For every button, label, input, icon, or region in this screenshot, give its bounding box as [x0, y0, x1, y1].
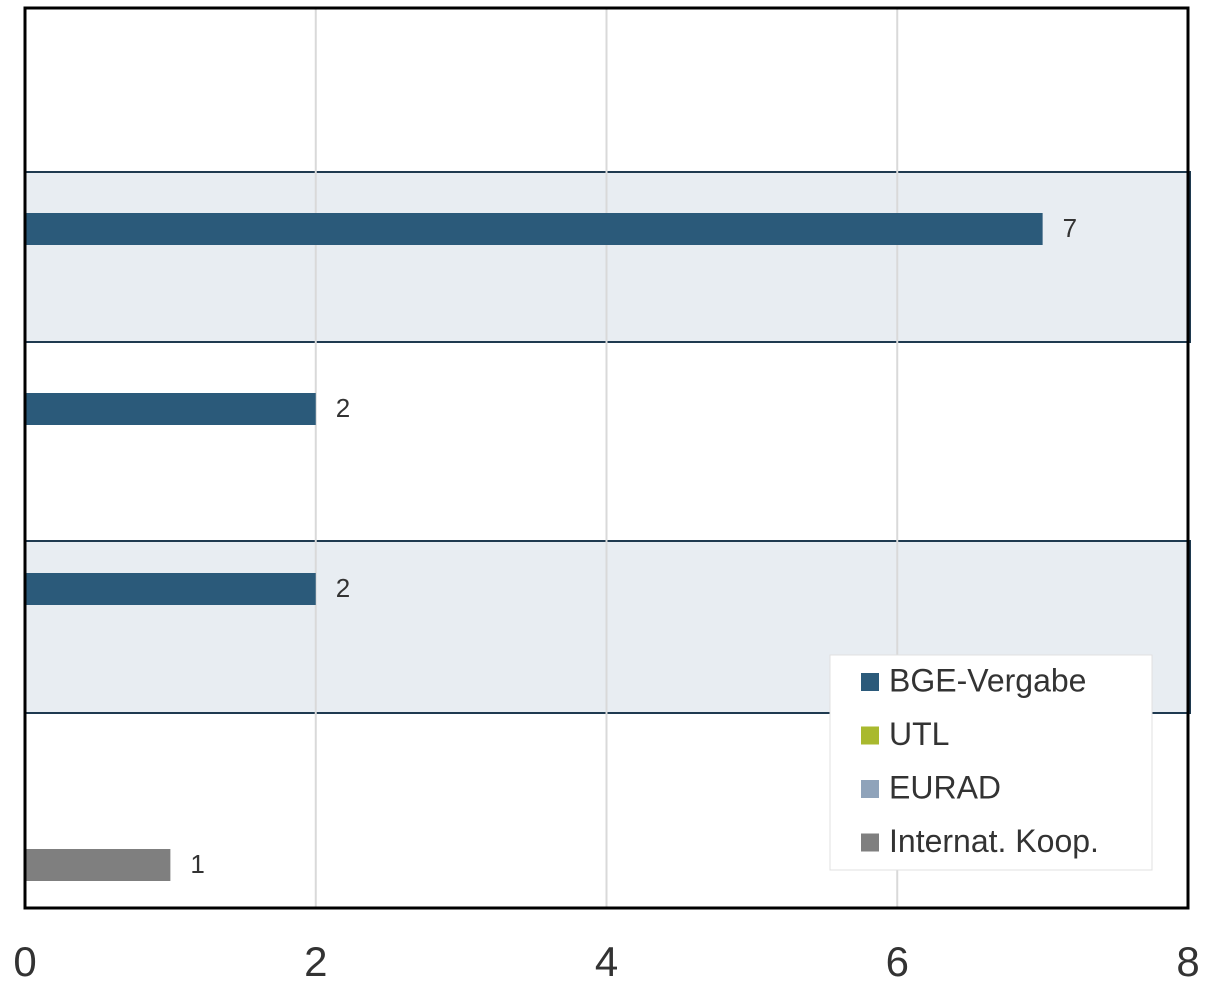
legend-label: EURAD [889, 769, 1001, 805]
x-tick-label: 4 [595, 938, 618, 985]
x-tick-label: 2 [304, 938, 327, 985]
x-tick-label: 8 [1176, 938, 1199, 985]
data-label: 1 [190, 849, 204, 879]
bar [25, 849, 171, 881]
legend-swatch [861, 726, 879, 745]
legend-swatch [861, 673, 879, 691]
x-tick-label: 6 [886, 938, 909, 985]
bar [25, 393, 316, 425]
bar [25, 213, 1043, 245]
legend-label: BGE-Vergabe [889, 662, 1086, 698]
data-label: 2 [336, 573, 350, 603]
legend-swatch [861, 833, 879, 852]
bar [25, 573, 316, 605]
legend-swatch [861, 780, 879, 798]
legend [829, 654, 1153, 871]
data-label: 7 [1063, 213, 1077, 243]
legend-label: UTL [889, 716, 949, 752]
plot-frame [23, 6, 1190, 910]
legend-label: Internat. Koop. [889, 823, 1099, 859]
x-tick-label: 0 [13, 938, 36, 985]
data-label: 2 [336, 393, 350, 423]
